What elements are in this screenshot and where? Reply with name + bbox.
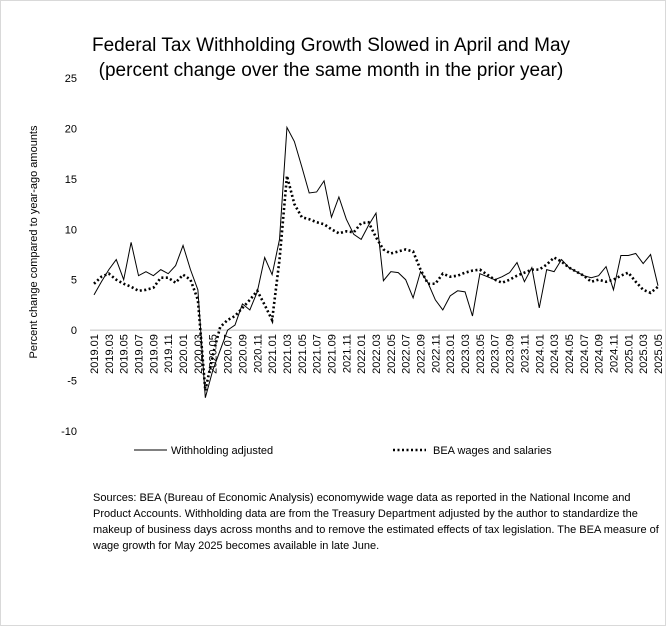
chart-subtitle: (percent change over the same month in t… — [99, 60, 564, 81]
y-tick-label: 10 — [65, 224, 77, 236]
x-tick-label: 2021.01 — [267, 334, 279, 374]
x-tick-label: 2025.05 — [653, 334, 665, 374]
x-tick-label: 2024.03 — [549, 334, 561, 374]
x-tick-label: 2021.03 — [282, 334, 294, 374]
x-tick-label: 2019.07 — [134, 334, 146, 374]
y-tick-label: 15 — [65, 174, 77, 186]
x-tick-label: 2019.03 — [104, 334, 116, 374]
x-tick-label: 2021.07 — [312, 334, 324, 374]
x-tick-label: 2023.11 — [519, 334, 531, 373]
x-tick-label: 2020.09 — [237, 334, 249, 374]
x-tick-label: 2024.05 — [564, 334, 576, 374]
y-tick-label: 5 — [71, 275, 77, 287]
x-tick-label: 2019.11 — [163, 334, 175, 373]
x-tick-label: 2019.05 — [119, 334, 131, 374]
x-tick-label: 2024.11 — [608, 334, 620, 373]
y-axis-label: Percent change compared to year-ago amou… — [28, 125, 40, 358]
x-tick-label: 2022.05 — [386, 334, 398, 374]
chart-title: Federal Tax Withholding Growth Slowed in… — [92, 35, 571, 56]
x-tick-label: 2021.09 — [326, 334, 338, 374]
x-tick-label: 2019.09 — [148, 334, 160, 374]
x-tick-label: 2019.01 — [89, 334, 101, 374]
x-tick-label: 2021.05 — [297, 334, 309, 374]
y-tick-label: -5 — [67, 376, 77, 388]
x-tick-label: 2020.11 — [252, 334, 264, 373]
x-tick-label: 2022.01 — [356, 334, 368, 374]
x-tick-label: 2022.09 — [416, 334, 428, 374]
x-tick-label: 2022.07 — [401, 334, 413, 374]
x-tick-label: 2022.03 — [371, 334, 383, 374]
source-note: Sources: BEA (Bureau of Economic Analysi… — [93, 492, 659, 552]
series-line — [93, 175, 659, 391]
x-tick-label: 2025.03 — [638, 334, 650, 374]
y-tick-label: -10 — [61, 426, 77, 438]
x-tick-label: 2024.09 — [594, 334, 606, 374]
x-tick-label: 2023.01 — [445, 334, 457, 374]
x-tick-label: 2022.11 — [430, 334, 442, 373]
x-tick-label: 2023.09 — [505, 334, 517, 374]
y-tick-label: 25 — [65, 73, 77, 85]
legend-label: BEA wages and salaries — [433, 445, 552, 457]
y-tick-label: 0 — [71, 325, 77, 337]
x-tick-label: 2024.07 — [579, 334, 591, 374]
y-tick-label: 20 — [65, 123, 77, 135]
x-tick-label: 2023.07 — [490, 334, 502, 374]
x-tick-label: 2020.01 — [178, 334, 190, 374]
x-tick-label: 2021.11 — [341, 334, 353, 373]
x-tick-label: 2023.03 — [460, 334, 472, 374]
x-tick-label: 2025.01 — [623, 334, 635, 374]
x-tick-label: 2020.07 — [223, 334, 235, 374]
legend-label: Withholding adjusted — [171, 445, 273, 457]
x-tick-label: 2024.01 — [534, 334, 546, 374]
x-tick-label: 2023.05 — [475, 334, 487, 374]
